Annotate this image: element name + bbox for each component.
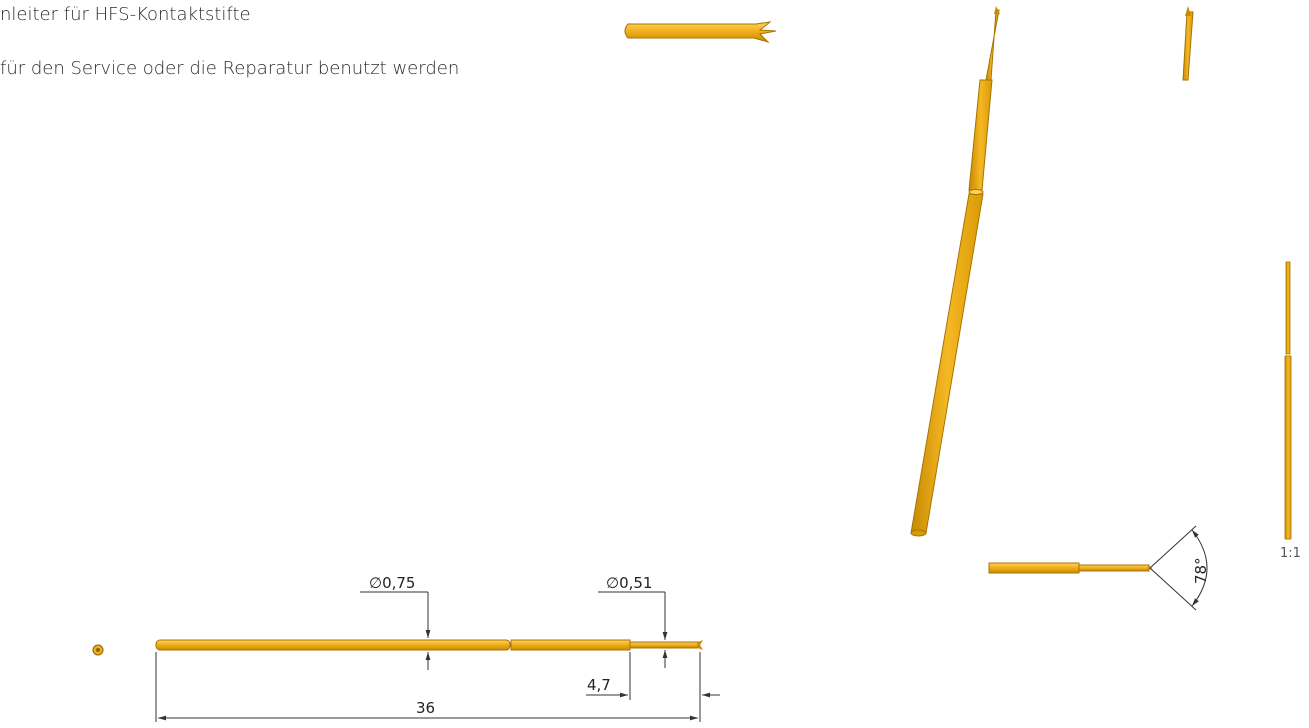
- tip-detail-view: [625, 22, 776, 42]
- isometric-pin-view: [911, 6, 1309, 536]
- scale-label: 1:1: [1280, 546, 1301, 561]
- side-pin-view: [1285, 262, 1291, 539]
- crown-angle-label: 78°: [1192, 557, 1210, 584]
- tip-length-label: 4,7: [587, 676, 611, 694]
- main-pin-view: [156, 640, 703, 650]
- dimension-lines: [156, 592, 720, 722]
- end-view-dot: [93, 645, 103, 655]
- crown-angle-view: [989, 563, 1152, 573]
- diameter-small-label: ∅0,51: [606, 574, 652, 592]
- diameter-large-label: ∅0,75: [369, 574, 415, 592]
- total-length-label: 36: [416, 699, 435, 717]
